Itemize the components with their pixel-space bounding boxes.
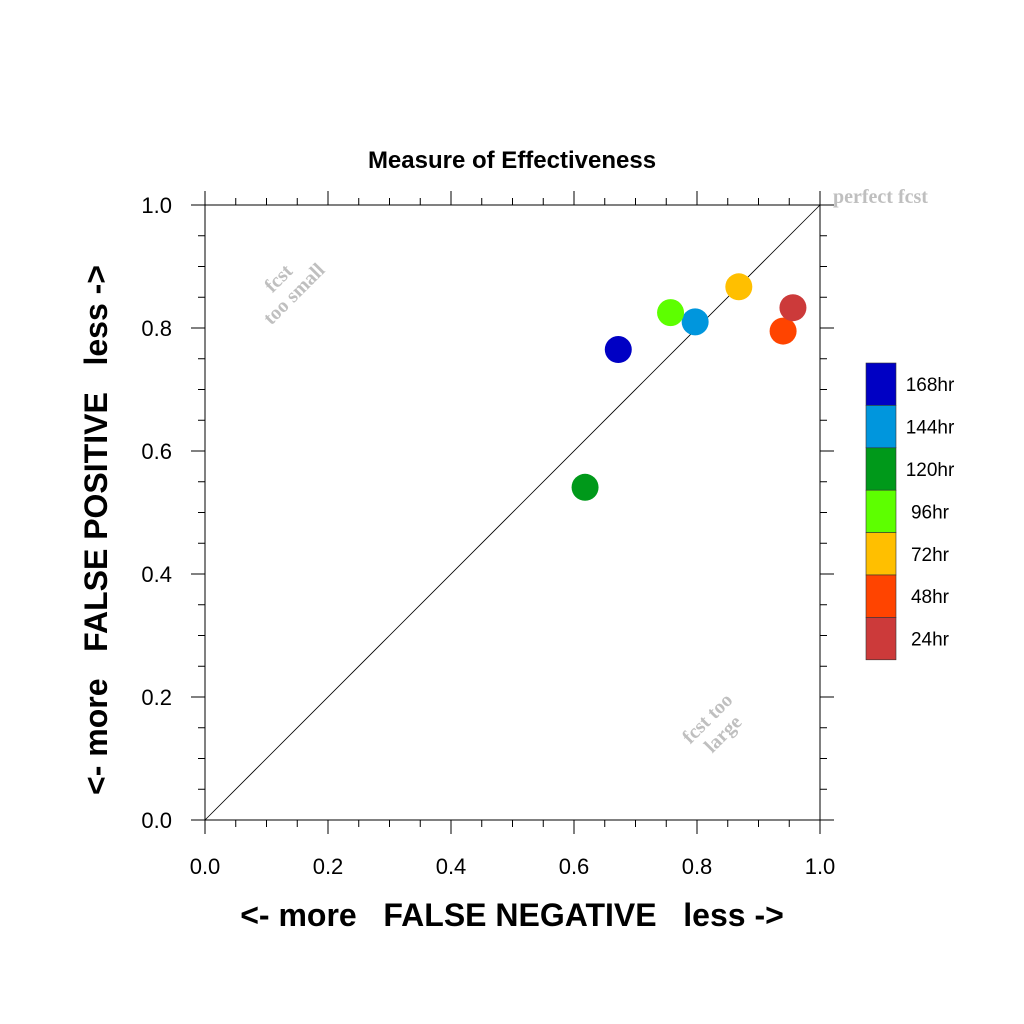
annotation-perfect-fcst: perfect fcst <box>833 186 928 208</box>
y-axis-title: <- more FALSE POSITIVE less -> <box>78 265 114 795</box>
legend-swatch-48hr <box>865 574 897 618</box>
point-96hr <box>657 299 685 327</box>
legend-swatch-96hr <box>865 489 897 533</box>
y-tick-labels: 0.0 0.2 0.4 0.6 0.8 1.0 <box>141 193 172 833</box>
x-tick-label: 0.6 <box>559 854 590 879</box>
point-168hr <box>604 336 632 364</box>
x-tick-labels: 0.0 0.2 0.4 0.6 0.8 1.0 <box>190 854 836 879</box>
legend: 168hr 144hr 120hr 96hr 72hr 48hr 24hr <box>865 362 955 661</box>
y-tick-label: 0.6 <box>141 439 172 464</box>
annotation-too-small-line2: too small <box>259 259 329 329</box>
x-tick-label: 0.4 <box>436 854 467 879</box>
point-24hr <box>779 294 807 322</box>
legend-label-144hr: 144hr <box>906 418 955 439</box>
x-tick-label: 0.8 <box>682 854 713 879</box>
y-tick-label: 1.0 <box>141 193 172 218</box>
legend-label-72hr: 72hr <box>911 545 950 566</box>
point-120hr <box>571 473 599 501</box>
perfect-forecast-diagonal <box>204 204 821 821</box>
legend-label-168hr: 168hr <box>906 375 955 396</box>
point-144hr <box>681 308 709 336</box>
y-tick-label: 0.4 <box>141 562 172 587</box>
x-tick-label: 1.0 <box>805 854 836 879</box>
legend-label-48hr: 48hr <box>911 587 950 608</box>
legend-label-120hr: 120hr <box>906 460 955 481</box>
x-axis-title: <- more FALSE NEGATIVE less -> <box>240 897 784 933</box>
y-tick-label: 0.2 <box>141 685 172 710</box>
chart-title: Measure of Effectiveness <box>368 147 656 174</box>
plot-axes <box>191 191 834 834</box>
legend-label-24hr: 24hr <box>911 630 950 651</box>
legend-swatch-72hr <box>865 532 897 576</box>
x-tick-label: 0.0 <box>190 854 221 879</box>
legend-swatch-144hr <box>865 405 897 449</box>
diagonal-line <box>204 204 821 821</box>
x-tick-label: 0.2 <box>313 854 344 879</box>
y-tick-label: 0.0 <box>141 808 172 833</box>
point-48hr <box>769 317 797 345</box>
legend-swatch-24hr <box>865 617 897 661</box>
legend-swatch-120hr <box>865 447 897 491</box>
point-72hr <box>725 273 753 301</box>
legend-label-96hr: 96hr <box>911 502 950 523</box>
legend-swatch-168hr <box>865 362 897 406</box>
data-points <box>571 273 807 501</box>
y-tick-label: 0.8 <box>141 316 172 341</box>
